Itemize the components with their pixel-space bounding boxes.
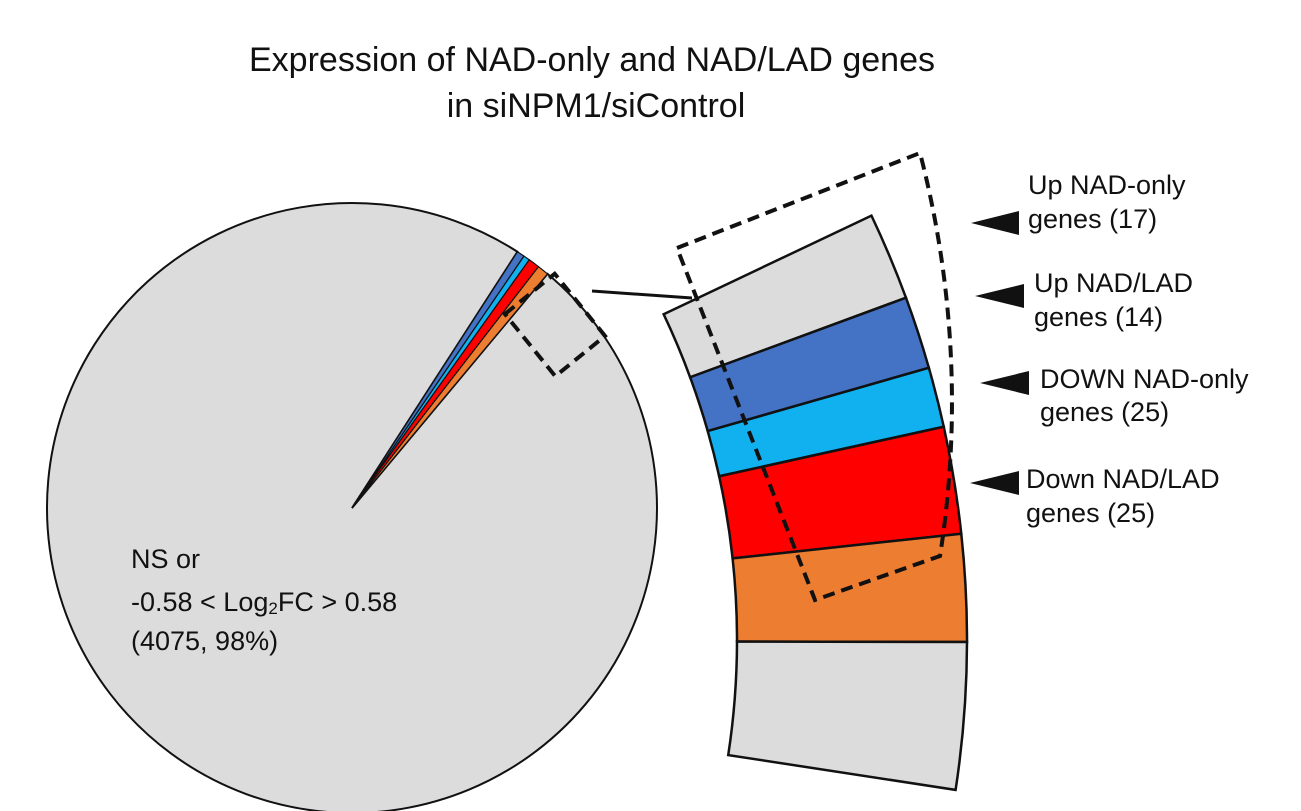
callout-label-down-nad-only-line-1: DOWN NAD-only	[1040, 364, 1249, 394]
callout-arrow-down-nad-only	[980, 371, 1029, 395]
callout-label-down-nad-lad-line-1: Down NAD/LAD	[1026, 464, 1220, 494]
ns-label-line-2-tail: FC > 0.58	[278, 587, 397, 617]
callout-label-down-nad-lad-line-2: genes (25)	[1026, 498, 1155, 528]
callout-arrow-up-nad-lad	[975, 284, 1024, 308]
main-pie	[46, 201, 658, 811]
ns-label-line-3: (4075, 98%)	[131, 626, 278, 656]
chart-title-line-1: Expression of NAD-only and NAD/LAD genes	[249, 41, 935, 79]
zoom-inset-box	[674, 150, 954, 603]
callout-label-up-nad-lad-line-1: Up NAD/LAD	[1034, 268, 1193, 298]
chart-title-line-2: in siNPM1/siControl	[447, 87, 746, 125]
inset-band-ns-lower	[726, 640, 969, 792]
callout-label-down-nad-only-line-2: genes (25)	[1040, 397, 1169, 427]
callout-arrow-up-nad-only	[971, 211, 1019, 235]
callout-down-nad-lad: Down NAD/LAD genes (25)	[970, 464, 1220, 528]
ns-label-line-2: -0.58 < Log2FC > 0.58	[131, 587, 397, 618]
callout-label-up-nad-only-line-1: Up NAD-only	[1028, 170, 1186, 200]
callout-down-nad-only: DOWN NAD-only genes (25)	[980, 364, 1249, 427]
ns-label-subscript: 2	[268, 599, 277, 618]
zoom-connector-line	[591, 289, 693, 300]
zoom-source-box	[502, 270, 608, 380]
callout-up-nad-only: Up NAD-only genes (17)	[971, 170, 1186, 235]
callout-arrow-down-nad-lad	[970, 471, 1019, 495]
pie-slice-down-nad-lad	[351, 265, 549, 509]
zoom-inset	[661, 213, 969, 792]
callout-up-nad-lad: Up NAD/LAD genes (14)	[975, 268, 1193, 332]
ns-label-line-2-main: -0.58 < Log	[131, 587, 268, 617]
ns-label-line-1: NS or	[131, 544, 200, 574]
callout-label-up-nad-lad-line-2: genes (14)	[1034, 302, 1163, 332]
callout-label-up-nad-only-line-2: genes (17)	[1028, 204, 1157, 234]
